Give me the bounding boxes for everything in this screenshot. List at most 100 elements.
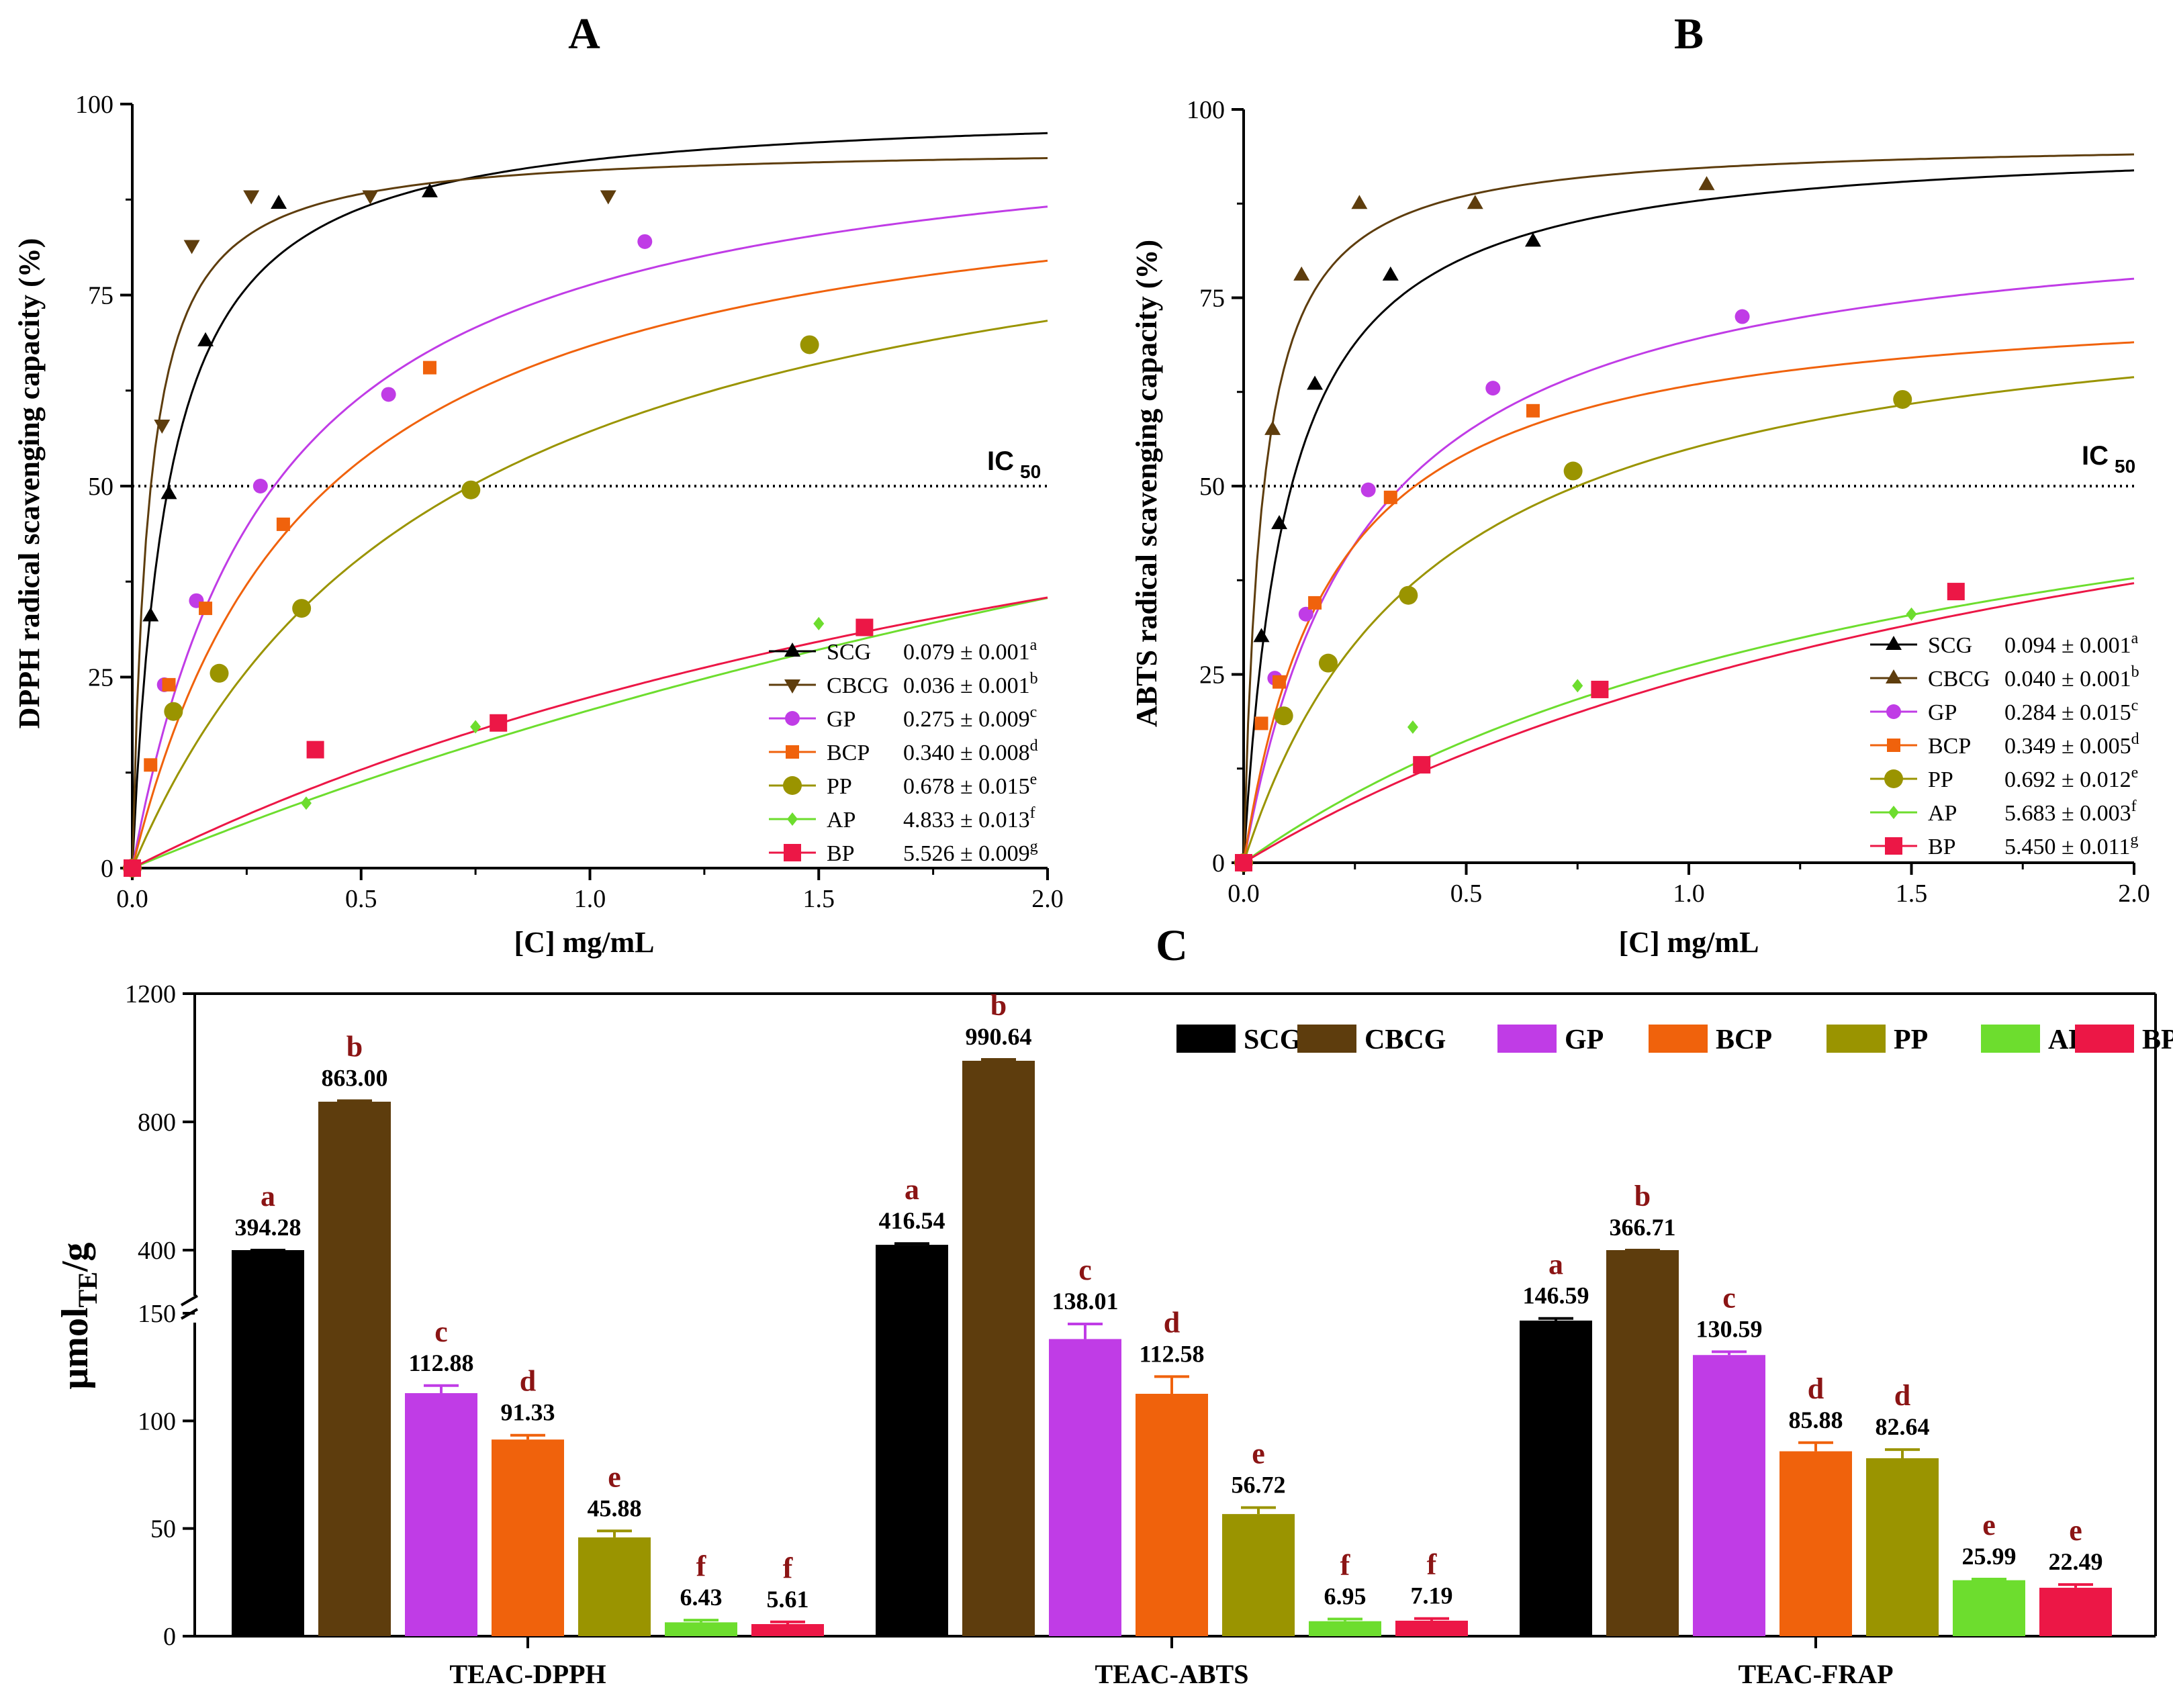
panel-a-curve-bp	[132, 596, 1048, 869]
panel-b-point-bp	[1947, 583, 1965, 601]
panel-b-legend-value: 0.692 ± 0.012e	[2004, 764, 2138, 792]
panel-c-bar-bcp	[1136, 1393, 1208, 1636]
panel-c-value-label: 56.72	[1232, 1471, 1286, 1498]
panel-c-legend-entry-pp: PP	[1827, 1025, 1928, 1055]
panel-a-legend-marker	[783, 776, 802, 795]
panel-a-x-tick-label: 1.5	[803, 885, 835, 913]
panel-b-legend-label: CBCG	[1928, 667, 1990, 692]
panel-b-legend-label: SCG	[1928, 633, 1972, 658]
panel-b-point-bcp	[1526, 404, 1540, 418]
panel-c-x-tick-label: TEAC-DPPH	[449, 1659, 606, 1689]
panel-b-curve-ap	[1243, 577, 2135, 864]
panel-b-legend-value-number: 0.040 ± 0.001	[2004, 667, 2131, 692]
panel-c-legend-label: GP	[1565, 1025, 1604, 1055]
panel-c-significance-letter: f	[1427, 1548, 1438, 1581]
panel-c-bar-ap	[665, 1622, 737, 1636]
panel-c-significance-letter: f	[783, 1552, 794, 1584]
panel-a-legend-entry-bp: BP 5.526 ± 0.009g	[769, 838, 1038, 866]
panel-b-point-scg	[1382, 266, 1399, 281]
panel-c-significance-letter: d	[1894, 1379, 1910, 1412]
panel-c-legend-swatch	[1176, 1025, 1236, 1053]
panel-b-legend-marker	[1886, 669, 1902, 683]
panel-b-point-bcp	[1383, 490, 1397, 504]
panel-a-point-pp	[164, 702, 183, 721]
panel-c-significance-letter: e	[1252, 1437, 1265, 1470]
panel-a-point-scg	[271, 194, 287, 209]
panel-c-bar-cbcg	[1606, 1250, 1679, 1636]
panel-c-y-tick-label: 800	[138, 1108, 176, 1137]
panel-c-legend-label: BP	[2142, 1025, 2173, 1055]
panel-b-point-scg	[1524, 232, 1541, 247]
panel-c-significance-letter: e	[2069, 1514, 2082, 1547]
panel-a-point-bcp	[144, 758, 158, 772]
panel-a-legend-entry-ap: AP 4.833 ± 0.013f	[769, 804, 1035, 833]
panel-a-x-tick-label: 0.5	[345, 885, 377, 913]
panel-b-legend-value-letter: e	[2131, 764, 2139, 781]
panel-b-legend-entry-ap: AP 5.683 ± 0.003f	[1870, 798, 2137, 826]
panel-a-curve-gp	[131, 205, 1048, 869]
panel-a-legend-entry-pp: PP 0.678 ± 0.015e	[769, 771, 1037, 799]
panel-c-bar-scg	[876, 1245, 948, 1636]
panel-b-point-cbcg	[1351, 195, 1368, 209]
panel-b-legend-value: 0.284 ± 0.015c	[2004, 697, 2138, 725]
panel-a-point-pp	[292, 599, 312, 618]
panel-a-point-ap	[470, 720, 481, 734]
panel-b-point-gp	[1360, 482, 1376, 497]
panel-c-y-axis-title: μmolTE/g	[54, 1243, 103, 1390]
panel-a-curve-ap	[132, 597, 1048, 869]
panel-c-bar-scg	[232, 1250, 304, 1636]
panel-b-point-bp	[1235, 854, 1252, 871]
panel-c-legend-swatch	[1649, 1025, 1708, 1053]
panel-c-bar-bp	[1395, 1620, 1468, 1636]
panel-b-point-pp	[1274, 706, 1293, 726]
panel-a-x-tick-label: 1.0	[574, 885, 606, 913]
panel-c-significance-letter: a	[1548, 1248, 1563, 1281]
panel-b-point-pp	[1563, 461, 1583, 481]
panel-b-curve-scg	[1242, 169, 2135, 863]
panel-c-legend-entry-scg: SCG	[1176, 1025, 1301, 1055]
panel-b-legend-value-number: 0.349 ± 0.005	[2004, 734, 2131, 759]
panel-a-point-scg	[421, 183, 438, 197]
panel-b-legend-value-number: 5.450 ± 0.011	[2004, 835, 2130, 859]
panel-b-legend-entry-scg: SCG 0.094 ± 0.001a	[1870, 630, 2139, 658]
panel-b-point-scg	[1253, 628, 1270, 643]
panel-c-value-label: 45.88	[588, 1494, 642, 1521]
panel-c-bar-bp	[751, 1624, 824, 1636]
panel-b-legend-value: 0.094 ± 0.001a	[2004, 630, 2139, 658]
panel-b-legend-value-letter: f	[2131, 798, 2137, 815]
panel-c-bar-bcp	[1779, 1451, 1852, 1636]
panel-c-value-label: 22.49	[2049, 1548, 2103, 1575]
panel-c-group-teac-frap: 146.59a366.71b130.59c85.88d82.64d25.99e2…	[1520, 1180, 2112, 1636]
panel-c-legend-swatch	[1497, 1025, 1557, 1053]
panel-a-legend-entry-scg: SCG 0.079 ± 0.001a	[769, 636, 1037, 665]
panel-c-significance-letter: c	[1722, 1281, 1736, 1314]
panel-c-value-label: 863.00	[322, 1064, 388, 1091]
panel-a-legend-value-number: 0.340 ± 0.008	[903, 741, 1030, 765]
panel-a-point-cbcg	[600, 190, 616, 205]
panel-b-legend-value: 0.349 ± 0.005d	[2004, 730, 2139, 759]
panel-a-y-axis-title: DPPH radical scavenging capacity (%)	[13, 238, 46, 729]
panel-c-significance-letter: e	[608, 1460, 621, 1493]
panel-c-x-tick-label: TEAC-FRAP	[1738, 1659, 1893, 1689]
panel-b-x-tick-label: 0.5	[1450, 880, 1483, 908]
panel-a-point-cbcg	[154, 419, 171, 434]
panel-b-legend-value-number: 0.692 ± 0.012	[2004, 767, 2131, 792]
panel-a-legend-label: CBCG	[827, 673, 889, 698]
panel-c-axis-break-mark	[180, 1294, 199, 1307]
panel-b-x-tick-label: 1.5	[1896, 880, 1928, 908]
panel-a-legend-label: GP	[827, 707, 856, 732]
panel-b-legend-value-letter: d	[2131, 730, 2139, 748]
panel-a-legend-value: 4.833 ± 0.013f	[903, 804, 1035, 833]
panel-a-point-bcp	[422, 361, 436, 375]
panel-c-bar-gp	[1049, 1339, 1121, 1636]
panel-c-group-teac-abts: 416.54a990.64b138.01c112.58d56.72e6.95f7…	[876, 989, 1468, 1636]
panel-c: C μmolTE/g	[54, 921, 1188, 1389]
panel-c-bar-scg	[1520, 1320, 1592, 1636]
panel-b-legend-marker	[1885, 837, 1902, 855]
panel-c-significance-letter: b	[346, 1030, 363, 1063]
panel-a-legend-value-number: 5.526 ± 0.009	[903, 841, 1030, 866]
panel-b-point-gp	[1485, 381, 1501, 396]
panel-b-letter: B	[1674, 9, 1704, 58]
panel-b-legend-label: GP	[1928, 700, 1957, 725]
panel-b-point-cbcg	[1467, 195, 1483, 209]
